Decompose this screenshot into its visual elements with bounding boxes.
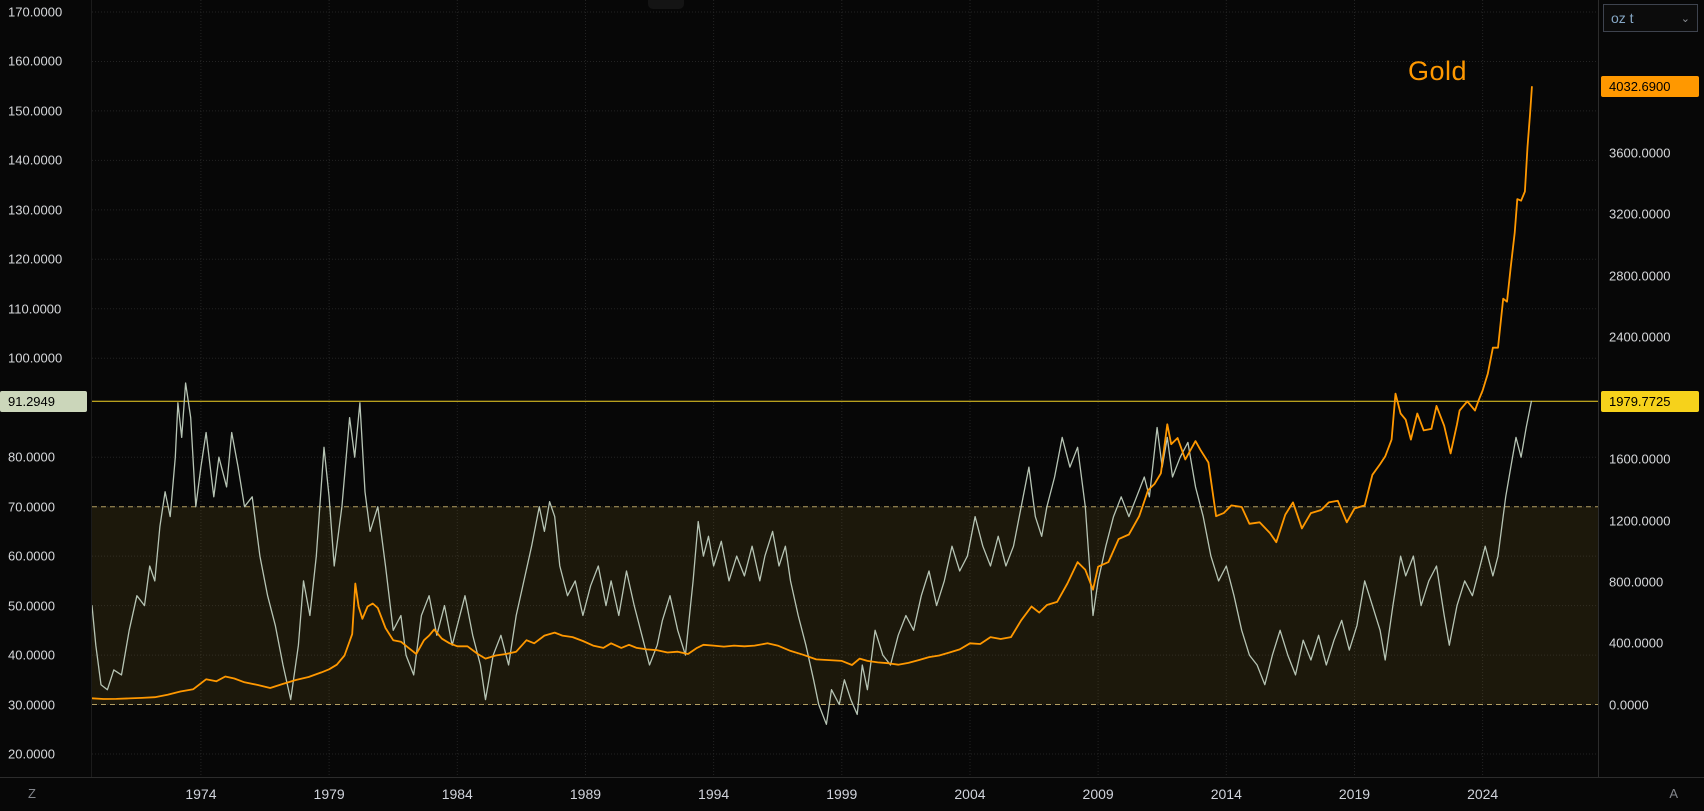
left-axis-tick: 160.0000 <box>8 53 63 69</box>
time-axis-tick: 1974 <box>185 786 217 802</box>
right-axis-tick: 1200.0000 <box>1609 513 1671 529</box>
left-axis-tick: 40.0000 <box>8 647 55 663</box>
time-axis-tick: 2014 <box>1210 786 1242 802</box>
gold-series-label: Gold <box>1408 56 1468 86</box>
unit-selector-value: oz t <box>1611 10 1634 26</box>
time-axis-tick: 1979 <box>313 786 345 802</box>
right-price-scale[interactable]: oz t ⌄ 3600.0000 3200.0000 2800.0000 2400.0… <box>1598 0 1704 777</box>
time-axis[interactable]: Z 1974 1979 1984 1989 1994 1999 2004 2009 2014 20… <box>0 777 1704 811</box>
chevron-down-icon: ⌄ <box>1680 12 1690 25</box>
left-axis-tick: 120.0000 <box>8 251 63 267</box>
ratio-last-price-label: 91.2949 <box>0 390 87 412</box>
left-axis-tick: 60.0000 <box>8 548 55 564</box>
right-axis-tick: 3200.0000 <box>1609 206 1671 222</box>
time-axis-tick: 1989 <box>569 786 602 802</box>
time-axis-tick: 1984 <box>441 786 473 802</box>
right-axis-tick: 3600.0000 <box>1609 145 1671 161</box>
time-axis-tick: 2009 <box>1082 786 1114 802</box>
auto-scale-indicator[interactable]: A <box>1669 786 1678 801</box>
right-axis-tick: 0.0000 <box>1609 697 1649 713</box>
left-axis-tick: 30.0000 <box>8 697 55 713</box>
time-axis-tick: 2024 <box>1467 786 1499 802</box>
unit-selector[interactable]: oz t ⌄ <box>1603 4 1698 32</box>
left-price-scale[interactable]: 170.0000 160.0000 150.0000 140.0000 130.0000… <box>0 0 92 777</box>
left-axis-tick: 140.0000 <box>8 152 63 168</box>
gold-last-price-label: 4032.6900 <box>1601 76 1699 98</box>
left-axis-tick: 80.0000 <box>8 449 55 465</box>
right-axis-tick: 1600.0000 <box>1609 451 1671 467</box>
left-axis-tick: 20.0000 <box>8 746 55 762</box>
pane-collapse-control[interactable] <box>648 0 684 9</box>
time-axis-tick: 1994 <box>698 786 730 802</box>
time-axis-tick: 1999 <box>826 786 858 802</box>
left-axis-tick: 150.0000 <box>8 103 63 119</box>
time-axis-tick: 2004 <box>954 786 986 802</box>
left-axis-tick: 50.0000 <box>8 598 55 614</box>
left-axis-tick: 110.0000 <box>8 301 62 317</box>
left-axis-tick: 100.0000 <box>8 350 63 366</box>
right-axis-tick: 2400.0000 <box>1609 329 1671 345</box>
left-axis-tick: 170.0000 <box>8 4 63 20</box>
right-axis-tick: 400.0000 <box>1609 635 1664 651</box>
left-axis-tick: 130.0000 <box>8 202 63 218</box>
left-axis-tick: 70.0000 <box>8 499 55 515</box>
hline-price-label: 1979.7725 <box>1601 390 1699 412</box>
chart-canvas[interactable] <box>92 0 1598 777</box>
chart-pane[interactable]: Gold <box>92 0 1598 777</box>
time-axis-tick: 2019 <box>1338 786 1371 802</box>
right-axis-tick: 800.0000 <box>1609 574 1664 590</box>
timezone-button[interactable]: Z <box>28 786 36 801</box>
right-axis-tick: 2800.0000 <box>1609 268 1671 284</box>
